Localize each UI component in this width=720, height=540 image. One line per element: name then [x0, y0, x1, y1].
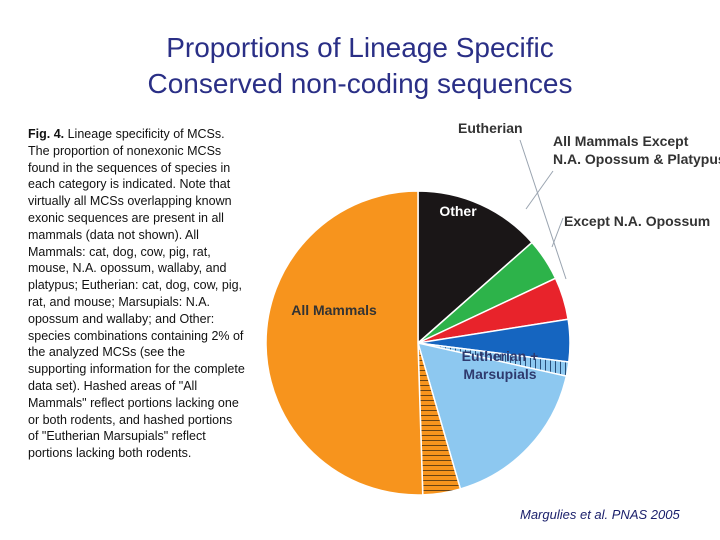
- slice-label-7-line-0: All Mammals: [291, 302, 377, 318]
- pie-slice-all-mammals: [265, 190, 424, 496]
- pie-slice-eutherian-marsupials: [416, 341, 568, 490]
- leader-line-1: [525, 170, 554, 210]
- slide-title: Proportions of Lineage Specific Conserve…: [0, 30, 720, 102]
- slice-label-3-line-0: Eutherian: [458, 120, 523, 136]
- caption-text: Lineage specificity of MCSs. The proport…: [28, 127, 245, 461]
- slice-label-1-line-0: All Mammals Except: [553, 133, 689, 149]
- slice-label-5-line-1: Marsupials: [463, 366, 536, 382]
- caption-label: Fig. 4.: [28, 127, 65, 141]
- title-line-2: Conserved non-coding sequences: [147, 68, 573, 99]
- citation-credit: Margulies et al. PNAS 2005: [520, 507, 680, 522]
- slice-label-0-line-0: Other: [439, 203, 477, 219]
- slice-label-2-line-0: Except N.A. Opossum: [564, 213, 710, 229]
- slice-label-5-line-0: Eutherian +: [462, 348, 539, 364]
- title-line-1: Proportions of Lineage Specific: [166, 32, 554, 63]
- leader-line-3: [519, 139, 567, 280]
- slice-label-1-line-1: N.A. Opossum & Platypus: [553, 151, 720, 167]
- pie-slice-other: [417, 190, 534, 345]
- figure-caption: Fig. 4. Lineage specificity of MCSs. The…: [28, 126, 246, 462]
